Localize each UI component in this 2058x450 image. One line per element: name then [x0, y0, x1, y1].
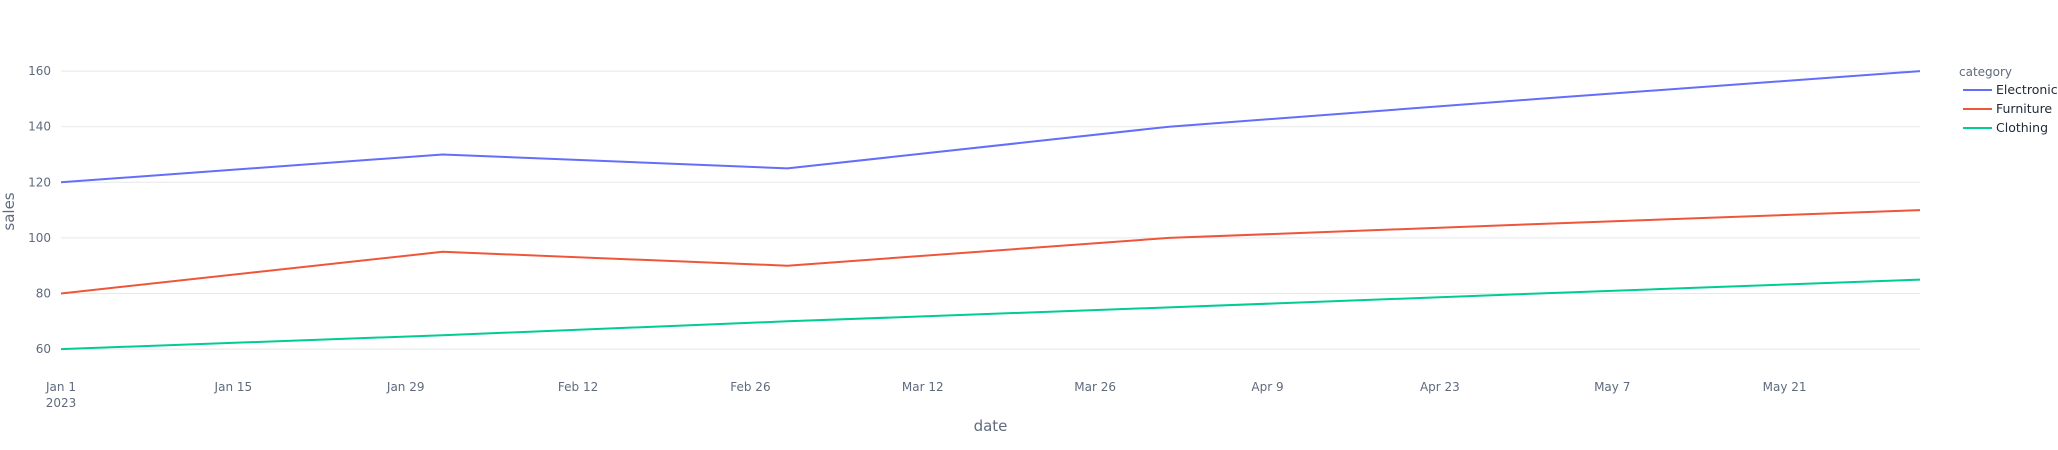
- y-tick-label: 140: [28, 120, 51, 134]
- gridlines: [61, 70, 1920, 350]
- series-line-clothing: [60, 278, 1921, 351]
- legend-title: category: [1959, 65, 2012, 79]
- x-tick-label: May 7: [1594, 380, 1630, 394]
- x-tick-label: Feb 12: [558, 380, 598, 394]
- x-tick-label: May 21: [1763, 380, 1807, 394]
- x-tick-label: Mar 26: [1074, 380, 1116, 394]
- x-tick-label: Mar 12: [902, 380, 944, 394]
- x-tick-sublabel: 2023: [46, 396, 77, 410]
- series-lines: [60, 70, 1921, 351]
- legend-label-clothing: Clothing: [1996, 120, 2048, 135]
- series-line-electronics: [60, 70, 1921, 184]
- y-tick-label: 160: [28, 64, 51, 78]
- x-tick-label: Feb 26: [730, 380, 770, 394]
- legend: category Electronics Furniture Clothing: [1959, 65, 2058, 135]
- y-axis-ticks: 60 80 100 120 140 160: [28, 64, 51, 356]
- y-tick-label: 60: [36, 342, 51, 356]
- x-tick-label: Jan 15: [214, 380, 253, 394]
- y-tick-label: 100: [28, 231, 51, 245]
- legend-label-electronics: Electronics: [1996, 82, 2058, 97]
- y-tick-label: 120: [28, 175, 51, 189]
- x-tick-label: Jan 29: [386, 380, 425, 394]
- y-axis-title: sales: [0, 192, 18, 230]
- y-tick-label: 80: [36, 287, 51, 301]
- legend-label-furniture: Furniture: [1996, 101, 2052, 116]
- series-line-furniture: [60, 209, 1921, 295]
- x-tick-label: Apr 9: [1251, 380, 1283, 394]
- legend-items: Electronics Furniture Clothing: [1963, 82, 2058, 135]
- x-axis-ticks: Jan 1 2023 Jan 15 Jan 29 Feb 12 Feb 26 Mar 12 M…: [45, 380, 1807, 410]
- x-axis-title: date: [974, 417, 1008, 435]
- x-tick-label: Jan 1: [45, 380, 76, 394]
- x-tick-label: Apr 23: [1420, 380, 1460, 394]
